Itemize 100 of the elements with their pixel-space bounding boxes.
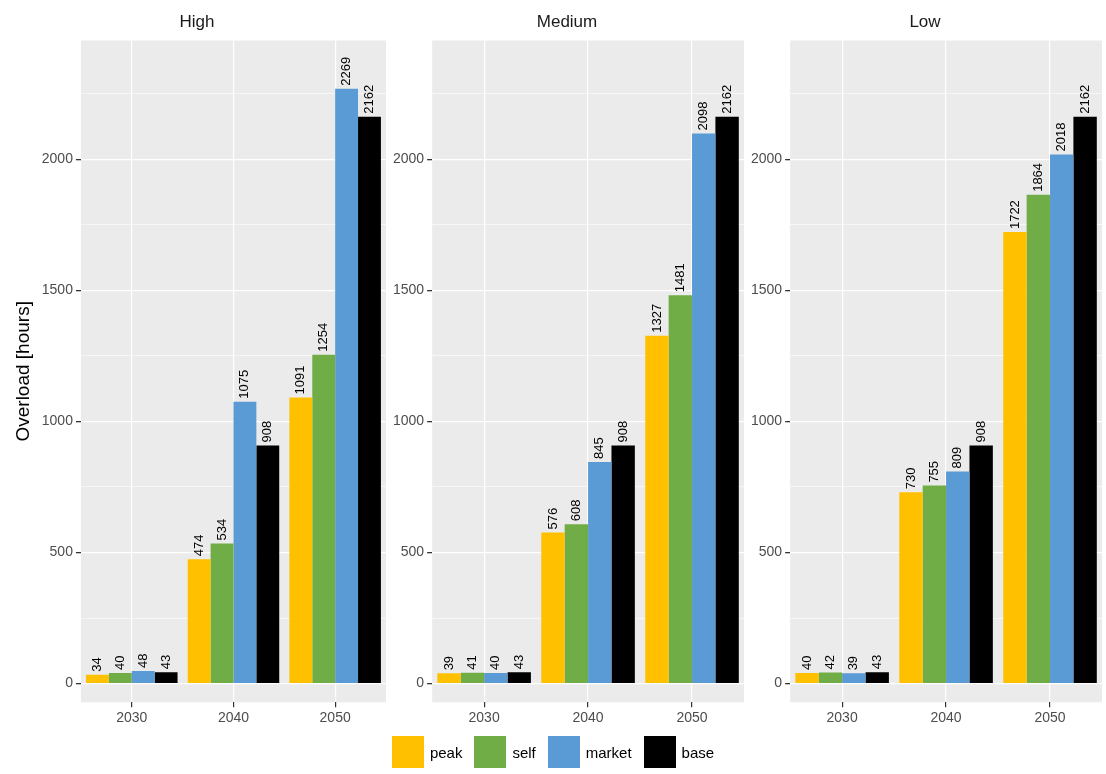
bar [1050,154,1074,683]
data-label: 908 [614,420,630,443]
data-label: 1864 [1029,162,1045,192]
y-tick-label: 1500 [750,281,783,298]
bar [946,471,970,683]
data-label: 40 [111,655,127,671]
data-label: 42 [822,655,837,670]
data-label: 809 [949,446,965,469]
bar [358,116,381,683]
data-label: 908 [972,420,988,443]
data-label: 730 [902,467,918,490]
data-label: 1481 [671,263,687,293]
data-label: 2269 [338,56,354,86]
bar [818,672,843,683]
bar [256,445,280,683]
bar [187,559,211,683]
data-label: 48 [134,653,150,668]
bar [1026,194,1051,683]
legend-label: self [512,743,536,761]
data-label: 2162 [361,84,377,114]
bar [692,133,716,683]
data-label: 34 [89,657,105,672]
data-label: 608 [567,499,583,522]
data-label: 845 [591,437,607,460]
data-label: 2098 [695,101,711,131]
y-tick-label: 1000 [750,412,783,429]
y-tick-label: 1500 [392,281,425,298]
bar [865,672,889,683]
bar [611,445,635,683]
data-label: 576 [544,507,560,530]
data-label: 474 [190,534,206,557]
x-tick-label: 2040 [217,709,250,726]
data-label: 40 [798,655,814,671]
bar [541,532,565,683]
bar [1003,232,1027,683]
data-label: 43 [510,654,526,670]
bar [437,673,461,683]
bar [507,672,531,683]
y-tick-label: 1500 [41,281,74,298]
data-label: 1327 [648,303,664,333]
data-label: 534 [213,518,229,541]
bar [131,671,155,683]
bar [460,672,485,683]
bar [715,116,739,683]
y-axis-title: Overload [hours] [11,301,33,442]
x-tick-label: 2050 [1034,709,1066,726]
bar [335,88,359,683]
data-label: 39 [845,655,861,671]
x-tick-label: 2040 [572,709,604,726]
y-tick-label: 0 [774,674,783,691]
x-tick-label: 2050 [319,709,351,726]
bar [969,445,993,683]
bar [233,401,257,683]
bar [588,462,612,683]
bar [484,673,508,683]
bar [86,674,109,683]
y-tick-label: 2000 [392,150,425,167]
y-tick-label: 500 [49,543,74,560]
bar [899,492,923,683]
data-label: 41 [464,655,479,670]
y-tick-label: 500 [400,543,425,560]
data-label: 2162 [1076,84,1092,114]
chart-title: Low [909,11,942,31]
data-label: 1075 [236,369,252,399]
bar [842,673,866,683]
bar [1073,116,1097,683]
chart-title: High [179,11,215,31]
bar [154,672,178,683]
legend-label: base [681,743,715,761]
chart-title: Medium [536,11,598,31]
x-tick-label: 2030 [468,709,500,726]
legend-label: peak [429,743,463,761]
y-tick-label: 2000 [41,150,74,167]
y-tick-label: 1000 [41,412,74,429]
x-tick-label: 2030 [116,709,148,726]
y-tick-label: 0 [416,674,425,691]
y-tick-label: 500 [758,543,783,560]
data-label: 1254 [315,322,331,352]
data-label: 908 [259,420,275,443]
x-tick-label: 2030 [826,709,858,726]
legend-label: market [585,743,632,761]
bar [564,524,589,683]
bar [108,673,132,683]
data-label: 2018 [1053,122,1069,152]
bar [210,543,234,683]
data-label: 1091 [292,365,308,395]
data-label: 1722 [1006,200,1022,230]
bar [645,335,669,683]
y-tick-label: 2000 [750,150,783,167]
data-label: 43 [868,654,884,670]
data-label: 39 [440,655,456,671]
data-label: 755 [925,460,941,483]
bar [312,354,336,683]
y-tick-label: 0 [65,674,74,691]
bar [795,673,819,683]
y-tick-label: 1000 [392,412,425,429]
bar [922,485,947,683]
x-tick-label: 2040 [930,709,962,726]
x-tick-label: 2050 [676,709,708,726]
data-label: 2162 [718,84,734,114]
